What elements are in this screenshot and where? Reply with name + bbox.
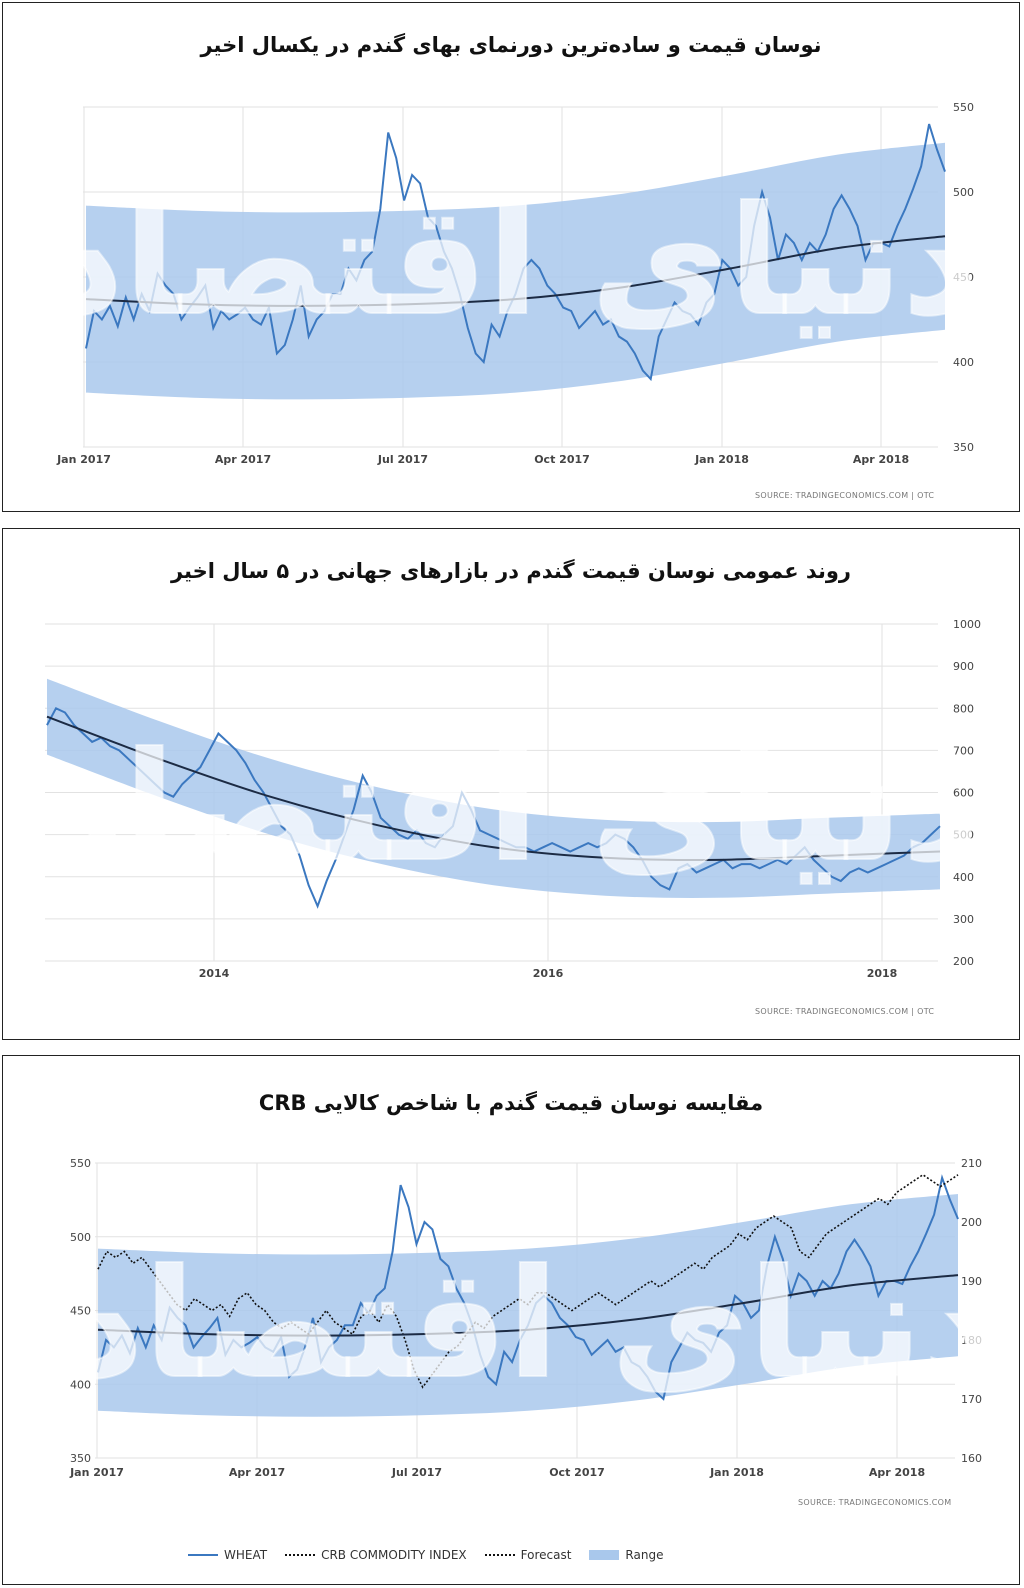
x-tick-label: 2014 (199, 967, 230, 980)
x-tick-label: 2016 (533, 967, 564, 980)
y-tick-label: 200 (953, 955, 974, 968)
y-tick-label: 700 (953, 744, 974, 757)
x-tick-label: Jul 2017 (377, 453, 428, 466)
wheat-price-line (85, 123, 946, 382)
x-tick-label: Jul 2017 (391, 1466, 442, 1479)
y-tick-label: 400 (953, 356, 974, 369)
legend-forecast[interactable]: Forecast (484, 1548, 572, 1562)
x-tick-label: Jan 2017 (56, 453, 111, 466)
y-tick-label: 1000 (953, 618, 981, 631)
trend-line (97, 1274, 959, 1337)
y2-tick-label: 200 (961, 1216, 982, 1229)
legend-range[interactable]: Range (589, 1548, 663, 1562)
chart-panel-crb-comparison: مقایسه نوسان قیمت گندم با شاخص کالایی CR… (2, 1055, 1020, 1585)
x-tick-label: Apr 2018 (869, 1466, 925, 1479)
range-band (47, 678, 940, 898)
x-tick-label: Apr 2017 (215, 453, 271, 466)
watermark-logo: دنیای اقتصاد (67, 1238, 1000, 1412)
y-tick-label: 450 (953, 271, 974, 284)
chart-panel-one-year: نوسان قیمت و ساده‌ترین دورنمای بهای گندم… (2, 2, 1020, 512)
y-tick-label: 400 (70, 1378, 91, 1391)
chart-title: نوسان قیمت و ساده‌ترین دورنمای بهای گندم… (200, 33, 822, 57)
y-tick-label: 450 (70, 1305, 91, 1318)
x-tick-label: 2018 (867, 967, 898, 980)
source-note: SOURCE: TRADINGECONOMICS.COM (798, 1498, 952, 1507)
y-tick-label: 800 (953, 702, 974, 715)
x-tick-label: Jan 2018 (709, 1466, 764, 1479)
y2-tick-label: 190 (961, 1275, 982, 1288)
forecast-swatch (484, 1554, 515, 1556)
watermark-logo: دنیای اقتصاد (47, 721, 980, 895)
wheat-price-line (97, 1174, 959, 1401)
x-tick-label: Apr 2018 (853, 453, 909, 466)
chart-title: مقایسه نوسان قیمت گندم با شاخص کالایی CR… (258, 1091, 764, 1115)
x-tick-label: Oct 2017 (549, 1466, 605, 1479)
legend-label: Range (625, 1548, 664, 1562)
chart-panel-five-year: روند عمومی نوسان قیمت گندم در بازارهای ج… (2, 528, 1020, 1040)
y2-tick-label: 180 (961, 1334, 982, 1347)
x-tick-label: Oct 2017 (534, 453, 590, 466)
y-tick-label: 600 (953, 787, 974, 800)
x-tick-label: Jan 2017 (69, 1466, 124, 1479)
y-tick-label: 350 (70, 1452, 91, 1465)
y-tick-label: 400 (953, 871, 974, 884)
chart-plot-five-year: 1000 900 800 700 600 500 400 300 200 2014 2016 2018… (45, 618, 981, 980)
chart-title: روند عمومی نوسان قیمت گندم در بازارهای ج… (170, 559, 852, 583)
y-tick-label: 350 (953, 441, 974, 454)
y-tick-label: 550 (953, 101, 974, 114)
range-band (86, 142, 945, 400)
x-tick-label: Apr 2017 (229, 1466, 285, 1479)
wheat-swatch (188, 1554, 218, 1556)
source-note: SOURCE: TRADINGECONOMICS.COM | OTC (755, 491, 935, 500)
y2-tick-label: 170 (961, 1393, 982, 1406)
y-tick-label: 500 (953, 829, 974, 842)
source-note: SOURCE: TRADINGECONOMICS.COM | OTC (755, 1007, 935, 1016)
legend-label: WHEAT (224, 1548, 268, 1562)
legend-label: CRB COMMODITY INDEX (321, 1548, 467, 1562)
chart-plot-one-year: 550 500 450 400 350 Jan 2017 Apr 2017 Jul 2017 O… (46, 101, 981, 466)
y-tick-label: 300 (953, 913, 974, 926)
y-tick-label: 900 (953, 660, 974, 673)
watermark-logo: دنیای اقتصاد (47, 175, 980, 349)
legend-label: Forecast (520, 1548, 572, 1562)
trend-line (85, 235, 946, 307)
x-tick-label: Jan 2018 (694, 453, 749, 466)
range-swatch (589, 1550, 620, 1560)
y2-tick-label: 160 (961, 1452, 982, 1465)
y-tick-label: 500 (70, 1231, 91, 1244)
crb-index-line (97, 1173, 959, 1389)
legend-wheat[interactable]: WHEAT (188, 1548, 267, 1562)
y2-tick-label: 210 (961, 1157, 982, 1170)
legend-crb[interactable]: CRB COMMODITY INDEX (285, 1548, 467, 1562)
y-tick-label: 550 (70, 1157, 91, 1170)
crb-swatch (285, 1554, 316, 1556)
chart-legend: WHEAT CRB COMMODITY INDEX Forecast Range (188, 1548, 663, 1562)
trend-line (46, 715, 941, 862)
y-tick-label: 500 (953, 186, 974, 199)
